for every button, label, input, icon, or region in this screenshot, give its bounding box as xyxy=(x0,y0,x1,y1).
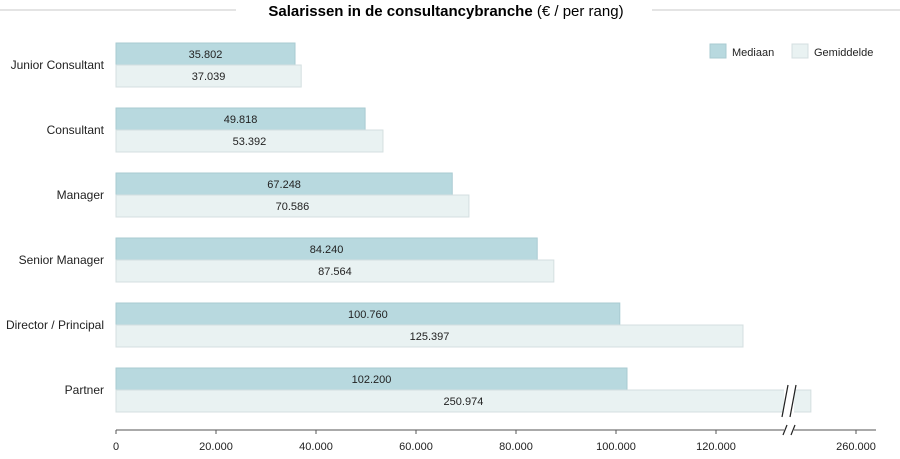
legend-label-gemiddelde: Gemiddelde xyxy=(814,47,873,59)
x-tick-label: 40.000 xyxy=(299,441,333,453)
x-tick-label: 120.000 xyxy=(696,441,736,453)
x-axis-break-mark-right xyxy=(790,424,796,436)
axis-break-gap xyxy=(784,385,794,417)
chart-title: Salarissen in de consultancybranche (€ /… xyxy=(0,3,900,20)
bar-gemiddelde-partner xyxy=(115,389,812,413)
x-tick-label: 80.000 xyxy=(499,441,533,453)
bar-value-mediaan-director-principal: 100.760 xyxy=(348,309,388,321)
x-axis-break-gap xyxy=(784,426,794,434)
bar-value-gemiddelde-junior-consultant: 37.039 xyxy=(192,71,226,83)
bar-gemiddelde-senior-manager xyxy=(115,259,555,283)
bar-value-mediaan-consultant: 49.818 xyxy=(224,114,258,126)
x-tick-label: 60.000 xyxy=(399,441,433,453)
bar-value-gemiddelde-partner: 250.974 xyxy=(444,396,484,408)
x-tick-label: 100.000 xyxy=(596,441,636,453)
bar-value-mediaan-junior-consultant: 35.802 xyxy=(189,49,223,61)
bar-value-gemiddelde-manager: 70.586 xyxy=(276,201,310,213)
axis-break-mark-left xyxy=(781,384,789,418)
category-label-junior-consultant: Junior Consultant xyxy=(11,58,105,72)
bar-gemiddelde-director-principal xyxy=(115,324,744,348)
legend: Mediaan Gemiddelde xyxy=(709,43,873,59)
axis-break-mark-right xyxy=(789,384,797,418)
category-label-partner: Partner xyxy=(65,383,104,397)
chart-title-suffix: (€ / per rang) xyxy=(533,3,624,20)
chart-title-text: Salarissen in de consultancybranche (€ /… xyxy=(268,3,623,20)
category-label-director-principal: Director / Principal xyxy=(6,318,104,332)
x-tick-label: 20.000 xyxy=(199,441,233,453)
x-tick-label: 260.000 xyxy=(836,441,876,453)
bar-value-mediaan-senior-manager: 84.240 xyxy=(310,244,344,256)
category-label-manager: Manager xyxy=(57,188,104,202)
bar-gemiddelde-junior-consultant xyxy=(115,64,302,88)
x-tick-label: 0 xyxy=(113,441,119,453)
bar-value-gemiddelde-consultant: 53.392 xyxy=(233,136,267,148)
category-label-senior-manager: Senior Manager xyxy=(19,253,104,267)
legend-swatch-mediaan xyxy=(709,43,727,59)
category-label-consultant: Consultant xyxy=(47,123,105,137)
bar-value-gemiddelde-senior-manager: 87.564 xyxy=(318,266,352,278)
bar-value-mediaan-manager: 67.248 xyxy=(267,179,301,191)
bars-group: Junior Consultant 35.802 37.039 Consultant 4… xyxy=(6,42,812,418)
chart-title-main: Salarissen in de consultancybranche xyxy=(268,3,532,20)
bar-value-gemiddelde-director-principal: 125.397 xyxy=(410,331,450,343)
bar-value-mediaan-partner: 102.200 xyxy=(352,374,392,386)
legend-swatch-gemiddelde xyxy=(791,43,809,59)
x-axis-break-mark-left xyxy=(782,424,788,436)
legend-label-mediaan: Mediaan xyxy=(732,47,774,59)
bar-gemiddelde-manager xyxy=(115,194,470,218)
x-axis: 0 20.000 40.000 60.000 80.000 100.000 120.000 2… xyxy=(113,424,876,453)
bar-gemiddelde-consultant xyxy=(115,129,384,153)
